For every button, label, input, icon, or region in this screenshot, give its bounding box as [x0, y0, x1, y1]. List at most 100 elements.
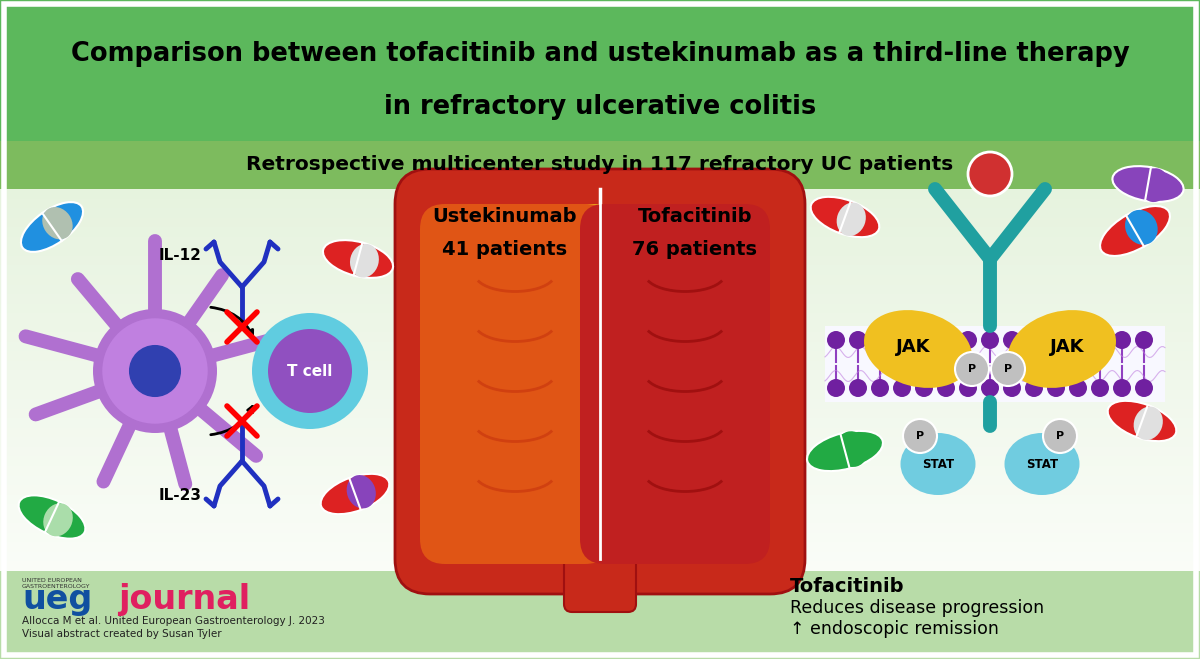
- FancyBboxPatch shape: [0, 571, 1200, 659]
- Text: ueg: ueg: [22, 583, 92, 616]
- FancyBboxPatch shape: [0, 552, 1200, 561]
- Ellipse shape: [18, 496, 85, 538]
- Circle shape: [252, 313, 368, 429]
- FancyBboxPatch shape: [0, 246, 1200, 256]
- FancyBboxPatch shape: [0, 294, 1200, 304]
- Circle shape: [94, 309, 217, 433]
- Text: GASTROENTEROLOGY: GASTROENTEROLOGY: [22, 585, 90, 590]
- Circle shape: [1043, 419, 1078, 453]
- Circle shape: [1114, 331, 1132, 349]
- Ellipse shape: [836, 202, 866, 236]
- FancyBboxPatch shape: [0, 438, 1200, 447]
- Circle shape: [968, 152, 1012, 196]
- Circle shape: [1003, 379, 1021, 397]
- Polygon shape: [406, 189, 796, 524]
- FancyBboxPatch shape: [0, 532, 1200, 542]
- Ellipse shape: [1108, 401, 1176, 441]
- Ellipse shape: [808, 431, 883, 471]
- FancyBboxPatch shape: [564, 531, 636, 612]
- Circle shape: [1025, 331, 1043, 349]
- Circle shape: [916, 379, 934, 397]
- FancyBboxPatch shape: [0, 313, 1200, 323]
- Circle shape: [102, 318, 208, 424]
- Circle shape: [937, 331, 955, 349]
- Circle shape: [1135, 331, 1153, 349]
- Ellipse shape: [900, 433, 976, 495]
- Text: Retrospective multicenter study in 117 refractory UC patients: Retrospective multicenter study in 117 r…: [246, 156, 954, 175]
- FancyBboxPatch shape: [0, 361, 1200, 370]
- Circle shape: [128, 345, 181, 397]
- Circle shape: [982, 379, 1000, 397]
- Circle shape: [1025, 379, 1043, 397]
- Circle shape: [827, 379, 845, 397]
- Circle shape: [991, 352, 1025, 386]
- FancyBboxPatch shape: [0, 457, 1200, 466]
- FancyBboxPatch shape: [0, 514, 1200, 523]
- Text: P: P: [968, 364, 976, 374]
- Circle shape: [893, 379, 911, 397]
- Text: JAK: JAK: [1050, 338, 1085, 356]
- FancyBboxPatch shape: [0, 217, 1200, 227]
- FancyBboxPatch shape: [0, 428, 1200, 438]
- Ellipse shape: [323, 240, 394, 278]
- Text: journal: journal: [118, 583, 250, 616]
- Circle shape: [959, 331, 977, 349]
- Ellipse shape: [836, 431, 868, 467]
- Circle shape: [871, 331, 889, 349]
- Circle shape: [1069, 379, 1087, 397]
- FancyBboxPatch shape: [0, 323, 1200, 332]
- Circle shape: [1091, 331, 1109, 349]
- Text: P: P: [916, 431, 924, 441]
- Text: P: P: [1056, 431, 1064, 441]
- Ellipse shape: [864, 310, 972, 388]
- Text: Ustekinumab: Ustekinumab: [433, 208, 577, 227]
- Text: IL-23: IL-23: [158, 488, 202, 503]
- Text: 41 patients: 41 patients: [443, 239, 568, 258]
- Ellipse shape: [42, 207, 73, 239]
- Circle shape: [1048, 331, 1066, 349]
- Text: JAK: JAK: [895, 338, 930, 356]
- Polygon shape: [530, 204, 670, 439]
- Ellipse shape: [1140, 168, 1169, 202]
- FancyBboxPatch shape: [0, 370, 1200, 380]
- FancyBboxPatch shape: [0, 189, 1200, 198]
- FancyBboxPatch shape: [0, 141, 1200, 189]
- Circle shape: [1135, 379, 1153, 397]
- FancyBboxPatch shape: [0, 266, 1200, 275]
- Ellipse shape: [20, 202, 83, 252]
- Text: T cell: T cell: [287, 364, 332, 378]
- Text: Allocca M et al. United European Gastroenterology J. 2023: Allocca M et al. United European Gastroe…: [22, 616, 325, 626]
- FancyBboxPatch shape: [826, 326, 1165, 402]
- Circle shape: [904, 419, 937, 453]
- FancyBboxPatch shape: [0, 542, 1200, 552]
- Circle shape: [955, 352, 989, 386]
- Circle shape: [850, 379, 866, 397]
- Circle shape: [959, 379, 977, 397]
- Circle shape: [937, 379, 955, 397]
- Text: in refractory ulcerative colitis: in refractory ulcerative colitis: [384, 94, 816, 120]
- Ellipse shape: [811, 197, 880, 237]
- Ellipse shape: [1126, 210, 1158, 244]
- FancyBboxPatch shape: [0, 237, 1200, 246]
- FancyBboxPatch shape: [0, 351, 1200, 361]
- Circle shape: [871, 379, 889, 397]
- FancyBboxPatch shape: [0, 227, 1200, 237]
- Ellipse shape: [320, 474, 389, 514]
- Text: P: P: [1004, 364, 1012, 374]
- Ellipse shape: [1100, 206, 1170, 256]
- Text: Reduces disease progression: Reduces disease progression: [790, 599, 1044, 617]
- Circle shape: [1048, 379, 1066, 397]
- FancyBboxPatch shape: [0, 504, 1200, 514]
- Circle shape: [982, 331, 1000, 349]
- FancyBboxPatch shape: [0, 342, 1200, 351]
- Text: Tofacitinib: Tofacitinib: [637, 208, 752, 227]
- FancyBboxPatch shape: [0, 198, 1200, 208]
- Ellipse shape: [1112, 166, 1183, 202]
- FancyBboxPatch shape: [0, 409, 1200, 418]
- Circle shape: [916, 331, 934, 349]
- Text: STAT: STAT: [922, 457, 954, 471]
- Text: STAT: STAT: [1026, 457, 1058, 471]
- Ellipse shape: [43, 503, 73, 536]
- FancyBboxPatch shape: [0, 485, 1200, 495]
- Text: ↑ endoscopic remission: ↑ endoscopic remission: [790, 620, 998, 638]
